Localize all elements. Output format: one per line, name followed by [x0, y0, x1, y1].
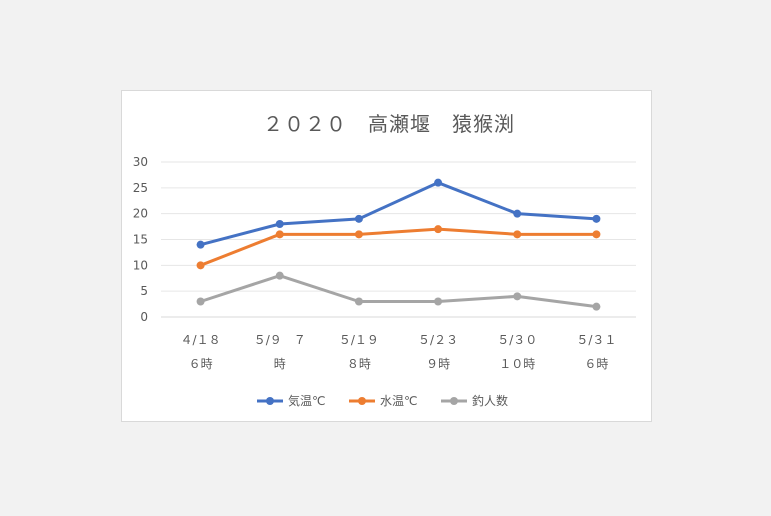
y-tick-label: 5 — [140, 284, 148, 298]
y-tick-label: 10 — [133, 258, 148, 272]
legend-label: 水温℃ — [380, 394, 417, 408]
data-point — [196, 261, 205, 270]
x-tick-label: 時 — [274, 357, 286, 371]
legend-label: 気温℃ — [288, 393, 325, 408]
data-point — [434, 225, 443, 234]
series-group — [196, 178, 601, 311]
x-tick-label: ５/２３ — [418, 333, 458, 347]
x-tick-label: ６時 — [584, 357, 608, 371]
x-axis: ４/１８ ６時 ５/９ ７ 時 ５/１９ ８時 ５/２３ ９時 ５/３０ １０時 ５/３１ ６時 — [181, 333, 617, 371]
legend-marker — [266, 397, 274, 405]
data-point — [354, 297, 363, 306]
data-point — [196, 297, 205, 306]
y-tick-label: 15 — [133, 233, 148, 247]
x-tick-label: ６時 — [189, 357, 213, 371]
chart-title: ２０２０ 高瀬堰 猿猴渕 — [263, 112, 515, 136]
data-point — [275, 220, 284, 228]
data-point — [196, 240, 205, 249]
series-line — [199, 227, 598, 267]
y-tick-label: 30 — [133, 155, 148, 169]
x-tick-label: ８時 — [347, 357, 371, 371]
data-point — [434, 178, 443, 187]
data-point — [434, 297, 443, 306]
x-tick-label: ５/９ ７ — [254, 333, 306, 347]
y-tick-label: 0 — [140, 310, 148, 324]
data-point — [354, 230, 363, 239]
series-line — [199, 181, 598, 247]
data-point — [513, 230, 522, 239]
data-point — [592, 230, 601, 239]
data-point — [275, 271, 284, 280]
x-tick-label: ９時 — [426, 357, 450, 371]
x-tick-label: ４/１８ — [181, 333, 221, 347]
data-point — [513, 292, 522, 301]
x-tick-label: ５/１９ — [339, 333, 379, 347]
chart-card: ２０２０ 高瀬堰 猿猴渕 0 5 10 15 20 25 30 ４/１８ ６時 ５/９ ７ 時 ５/… — [121, 90, 652, 422]
y-tick-label: 25 — [133, 181, 148, 195]
y-axis: 0 5 10 15 20 25 30 — [133, 155, 148, 324]
data-point — [592, 302, 601, 311]
x-tick-label: ５/３１ — [576, 333, 616, 347]
data-point — [275, 230, 284, 239]
legend-marker — [358, 397, 366, 405]
legend-label: 釣人数 — [472, 393, 508, 408]
x-tick-label: １０時 — [499, 357, 535, 371]
data-point — [513, 209, 522, 218]
data-point — [354, 214, 363, 223]
data-point — [592, 214, 601, 223]
y-tick-label: 20 — [133, 207, 148, 221]
gridlines — [161, 161, 636, 318]
x-tick-label: ５/３０ — [497, 333, 537, 347]
series-line — [199, 274, 598, 309]
legend: 気温℃ 水温℃ 釣人数 — [257, 393, 508, 408]
legend-marker — [450, 397, 458, 405]
